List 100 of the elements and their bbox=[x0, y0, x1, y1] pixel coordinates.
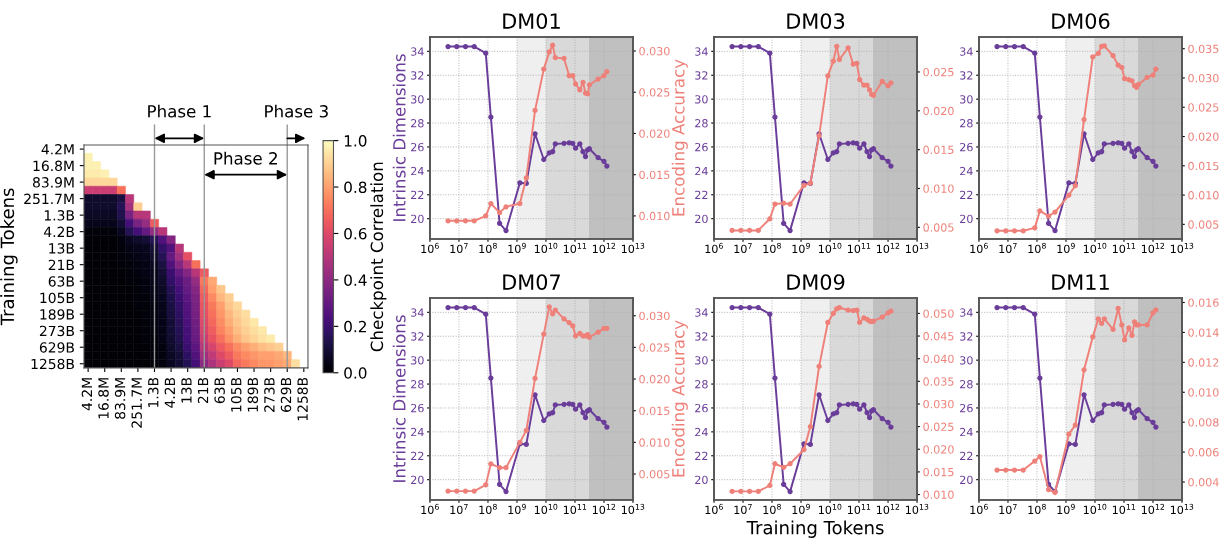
y2-tick-label: 0.010 bbox=[923, 184, 954, 193]
y2-tick-label: 0.045 bbox=[923, 332, 954, 341]
y2-tick-label: 0.040 bbox=[923, 354, 954, 364]
x-tick-label: 10$^{11}$ bbox=[847, 242, 871, 254]
y2-tick-label: 0.025 bbox=[639, 88, 670, 97]
x-tick-label: 10$^{9}$ bbox=[508, 242, 526, 254]
x-tick-label: 10$^{11}$ bbox=[563, 503, 587, 515]
x-tick-label: 1.3B bbox=[148, 377, 159, 407]
y2-tick-label: 0.015 bbox=[923, 467, 954, 477]
x-tick-label: 10$^{13}$ bbox=[905, 242, 929, 254]
y2-tick-label: 0.010 bbox=[923, 490, 954, 499]
x-tick-label: 629B bbox=[280, 377, 292, 412]
chart-title: DM07 bbox=[503, 274, 560, 290]
y-tick-label: 30 bbox=[695, 356, 708, 365]
x-tick-label: 16.8M bbox=[98, 378, 109, 419]
text: Phase 3 bbox=[265, 104, 328, 118]
y-tick-label: 22 bbox=[695, 451, 708, 460]
y2-tick-label: 0.030 bbox=[923, 399, 954, 409]
y-tick-label: 30 bbox=[411, 356, 424, 365]
color-bar-label: 1.0 bbox=[344, 135, 367, 147]
y2-tick-label: 0.005 bbox=[639, 470, 670, 479]
y2-tick-label: 0.030 bbox=[639, 311, 670, 321]
x-tick-label: 10$^{12}$ bbox=[1141, 242, 1165, 254]
x-tick-label: 4.2B bbox=[164, 377, 175, 408]
y2-axis-title: Encoding Accuracy bbox=[671, 59, 688, 216]
x-tick-label: 10$^{10}$ bbox=[818, 503, 842, 515]
y2-tick-label: 0.025 bbox=[923, 67, 954, 77]
chart-title: DM09 bbox=[787, 274, 845, 290]
y2-tick-label: 0.020 bbox=[639, 375, 670, 384]
y2-tick-label: 0.004 bbox=[1188, 478, 1219, 487]
y2-tick-label: 0.050 bbox=[923, 309, 954, 318]
y-tick-label: 629B bbox=[39, 342, 74, 353]
x-tick-label: 10$^{12}$ bbox=[876, 242, 900, 254]
y2-tick-label: 0.025 bbox=[1188, 103, 1219, 112]
y2-tick-label: 0.035 bbox=[1188, 44, 1219, 54]
color-bar-label: 0.2 bbox=[344, 320, 366, 333]
x-tick-label: 10$^{10}$ bbox=[534, 503, 558, 515]
y2-tick-label: 0.030 bbox=[639, 47, 670, 56]
x-tick-label: 10$^{9}$ bbox=[792, 242, 810, 254]
x-tick-label: 13B bbox=[181, 377, 192, 403]
color-bar-label: 0.4 bbox=[344, 274, 367, 286]
y2-axis-title: Encoding Accuracy bbox=[671, 320, 688, 477]
y-tick-label: 20 bbox=[695, 214, 708, 224]
y2-tick-label: 0.025 bbox=[923, 422, 954, 431]
x-tick-label: 251.7M bbox=[131, 378, 142, 428]
y2-tick-label: 0.020 bbox=[923, 106, 954, 116]
y-tick-label: 22 bbox=[411, 451, 424, 460]
chart-title: DM01 bbox=[503, 13, 560, 29]
x-tick-label: 10$^{9}$ bbox=[792, 503, 810, 515]
color-bar-label: 0.8 bbox=[344, 181, 367, 194]
x-tick-label: 10$^{6}$ bbox=[970, 242, 988, 254]
y-tick-label: 22 bbox=[960, 190, 973, 199]
y2-tick-label: 0.012 bbox=[1188, 358, 1219, 367]
x-tick-label: 10$^{6}$ bbox=[421, 242, 439, 254]
x-tick-label: 10$^{6}$ bbox=[705, 242, 723, 254]
y-tick-label: 28 bbox=[695, 380, 708, 389]
y-tick-label: 24 bbox=[695, 166, 708, 176]
y-tick-label: 189B bbox=[40, 309, 74, 320]
y-tick-label: 24 bbox=[411, 427, 424, 437]
y-tick-label: 34 bbox=[960, 308, 973, 317]
y-tick-label: 30 bbox=[411, 95, 424, 104]
x-tick-label: 10$^{8}$ bbox=[763, 242, 781, 254]
y2-tick-label: 0.015 bbox=[923, 145, 954, 155]
x-tick-label: 10$^{8}$ bbox=[479, 242, 497, 254]
y-tick-label: 28 bbox=[411, 380, 424, 389]
chart-title: DM06 bbox=[1052, 13, 1110, 29]
color-bar-label: 0.6 bbox=[344, 227, 367, 240]
y2-tick-label: 0.035 bbox=[923, 377, 954, 386]
x-tick-label: 10$^{11}$ bbox=[847, 503, 871, 515]
x-tick-label: 189B bbox=[247, 377, 259, 412]
x-tick-label: 10$^{6}$ bbox=[421, 503, 439, 515]
x-tick-label: 10$^{11}$ bbox=[1112, 503, 1136, 515]
x-tick-label: 10$^{13}$ bbox=[621, 503, 645, 515]
x-tick-label: 10$^{7}$ bbox=[734, 242, 752, 254]
x-tick-label: 10$^{7}$ bbox=[999, 242, 1017, 254]
y2-tick-label: 0.020 bbox=[1188, 132, 1219, 141]
x-tick-label: 10$^{13}$ bbox=[905, 503, 929, 515]
x-tick-label: 10$^{8}$ bbox=[763, 503, 781, 515]
y-tick-label: 26 bbox=[960, 142, 973, 152]
y-tick-label: 1258B bbox=[31, 358, 74, 370]
y-tick-label: 22 bbox=[960, 451, 973, 460]
y-tick-label: 24 bbox=[411, 166, 424, 176]
x-tick-label: 10$^{6}$ bbox=[970, 503, 988, 515]
y2-tick-label: 0.025 bbox=[639, 343, 670, 352]
y-tick-label: 26 bbox=[695, 142, 708, 152]
x-tick-label: 1258B bbox=[297, 377, 308, 421]
y2-tick-label: 0.008 bbox=[1188, 418, 1219, 427]
y-tick-label: 83.9M bbox=[32, 177, 74, 188]
y-tick-label: 34 bbox=[695, 47, 708, 56]
y2-tick-label: 0.010 bbox=[639, 438, 670, 447]
y-tick-label: 28 bbox=[960, 119, 973, 128]
y-tick-label: 16.8M bbox=[33, 160, 74, 172]
y2-tick-label: 0.014 bbox=[1188, 328, 1219, 337]
y-tick-label: 26 bbox=[960, 403, 973, 413]
y-tick-label: 26 bbox=[411, 403, 424, 413]
y-tick-label: 32 bbox=[960, 332, 973, 341]
x-tick-label: 10$^{8}$ bbox=[479, 503, 497, 515]
y-tick-label: 105B bbox=[40, 292, 74, 304]
y-tick-label: 32 bbox=[960, 71, 973, 80]
x-tick-label: 10$^{8}$ bbox=[1028, 503, 1046, 515]
